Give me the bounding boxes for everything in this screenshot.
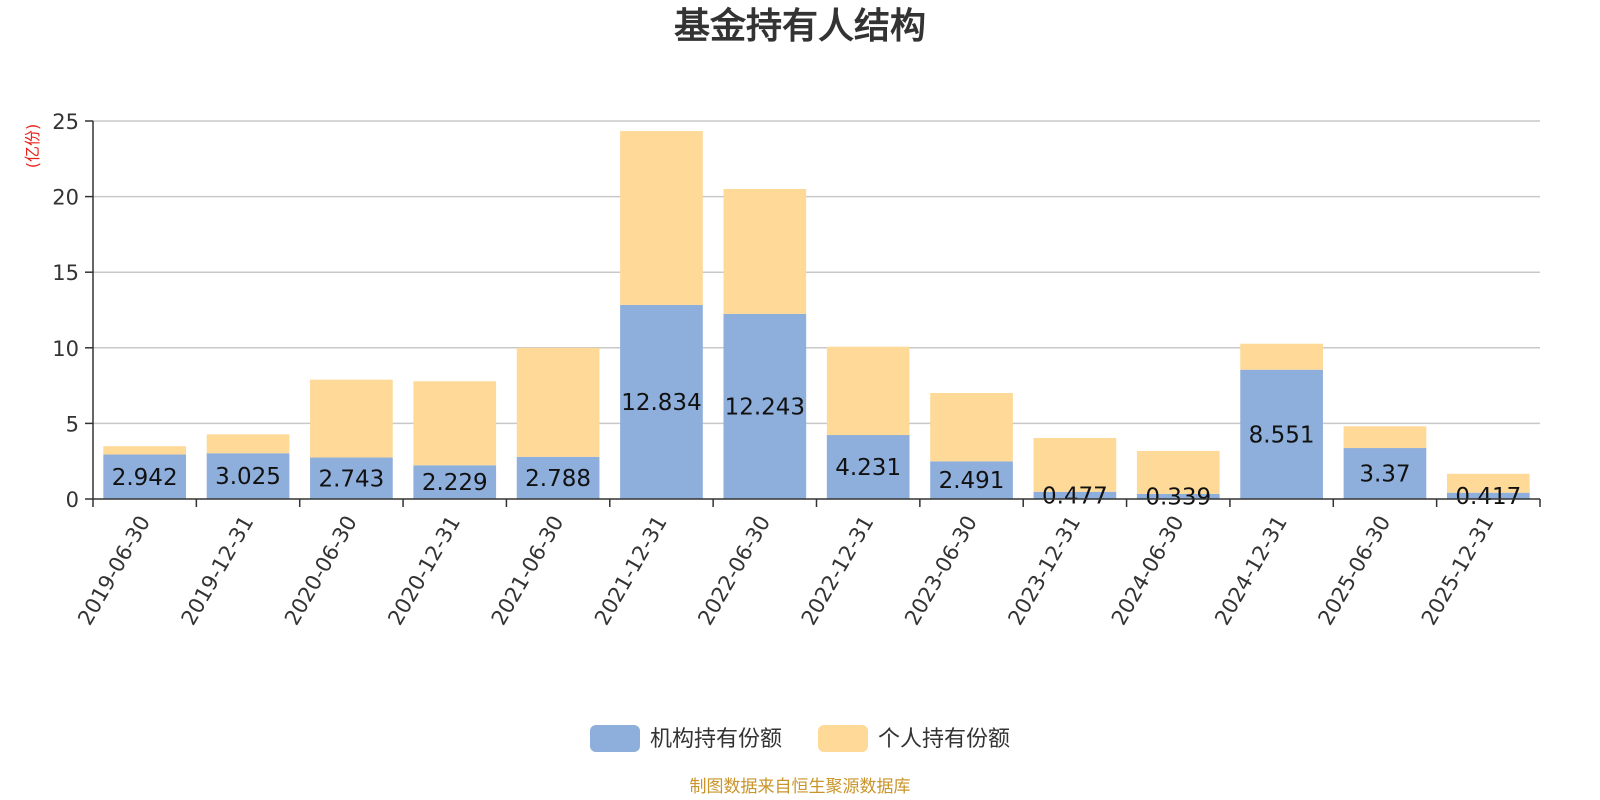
bar-institutional [413,465,497,499]
x-tick-label: 2022-06-30 [693,512,775,630]
y-tick-label: 20 [52,186,79,210]
x-tick-label: 2023-06-30 [900,511,982,629]
bar-individual [1033,437,1117,492]
x-tick-label: 2025-06-30 [1313,512,1395,630]
x-tick-label: 2020-12-31 [383,512,465,630]
bar-individual [1343,426,1427,449]
bar-institutional [310,457,393,499]
legend-label: 机构持有份额 [650,727,782,752]
bar-individual [1446,473,1530,493]
y-tick-label: 5 [66,412,79,436]
data-label: 3.025 [215,464,281,490]
bars [103,131,1530,499]
y-tick-label: 15 [52,261,79,285]
bar-individual [930,392,1013,462]
x-tick-label: 2024-06-30 [1107,512,1189,630]
data-label: 2.942 [112,465,178,491]
x-tick-label: 2025-12-31 [1417,512,1499,630]
data-label: 0.477 [1042,483,1108,509]
bar-institutional [103,454,187,499]
y-tick-label: 10 [52,337,79,361]
data-label: 2.229 [422,470,488,496]
bar-individual [103,446,187,455]
bar-individual [310,379,393,458]
chart-title: 基金持有人结构 [674,5,926,47]
bar-institutional [1343,448,1427,499]
legend-swatch [590,725,640,752]
x-tick-label: 2024-12-31 [1210,512,1292,630]
bar-institutional [930,461,1013,499]
data-label: 0.417 [1455,484,1521,510]
data-label: 3.37 [1359,462,1410,488]
data-label: 2.743 [318,466,384,492]
bar-institutional [723,313,807,499]
bar-individual [206,434,290,454]
x-tick-label: 2019-12-31 [177,512,259,630]
bar-institutional [1033,491,1117,499]
y-tick-label: 0 [66,488,79,512]
bar-individual [826,346,910,436]
bar-individual [723,188,807,314]
data-label: 8.551 [1249,422,1315,448]
bar-individual [1136,450,1220,494]
bar-institutional [1136,493,1220,499]
bar-institutional [1446,492,1530,499]
x-tick-label: 2020-06-30 [280,512,362,630]
legend: 机构持有份额 个人持有份额 [590,725,1010,752]
data-label: 2.491 [939,468,1005,494]
data-label: 2.788 [525,466,591,492]
x-tick-label: 2021-06-30 [487,512,569,630]
bar-institutional [620,304,703,499]
bar-individual [516,347,600,457]
data-label: 12.243 [725,394,805,420]
data-labels: 2.942 3.025 2.743 2.229 2.788 12.834 12.243 4.2… [112,390,1522,510]
bar-individual [413,381,497,466]
legend-label: 个人持有份额 [878,727,1010,752]
bar-institutional [826,435,910,499]
x-tick-label: 2021-12-31 [590,512,672,630]
y-tick-label: 25 [52,110,79,134]
bar-institutional [516,456,600,499]
x-tick-label: 2019-06-30 [73,512,155,630]
bar-institutional [206,453,290,499]
y-axis-unit: (亿份) [23,124,42,169]
data-label: 0.339 [1145,484,1211,510]
bar-individual [1240,343,1323,370]
bar-individual [620,131,703,305]
x-tick-label: 2022-12-31 [797,512,879,630]
source-note: 制图数据来自恒生聚源数据库 [690,777,911,797]
data-label: 4.231 [835,455,901,481]
bar-institutional [1240,369,1323,499]
legend-swatch [818,725,868,752]
x-tick-label: 2023-12-31 [1003,512,1085,630]
data-label: 12.834 [621,390,701,416]
